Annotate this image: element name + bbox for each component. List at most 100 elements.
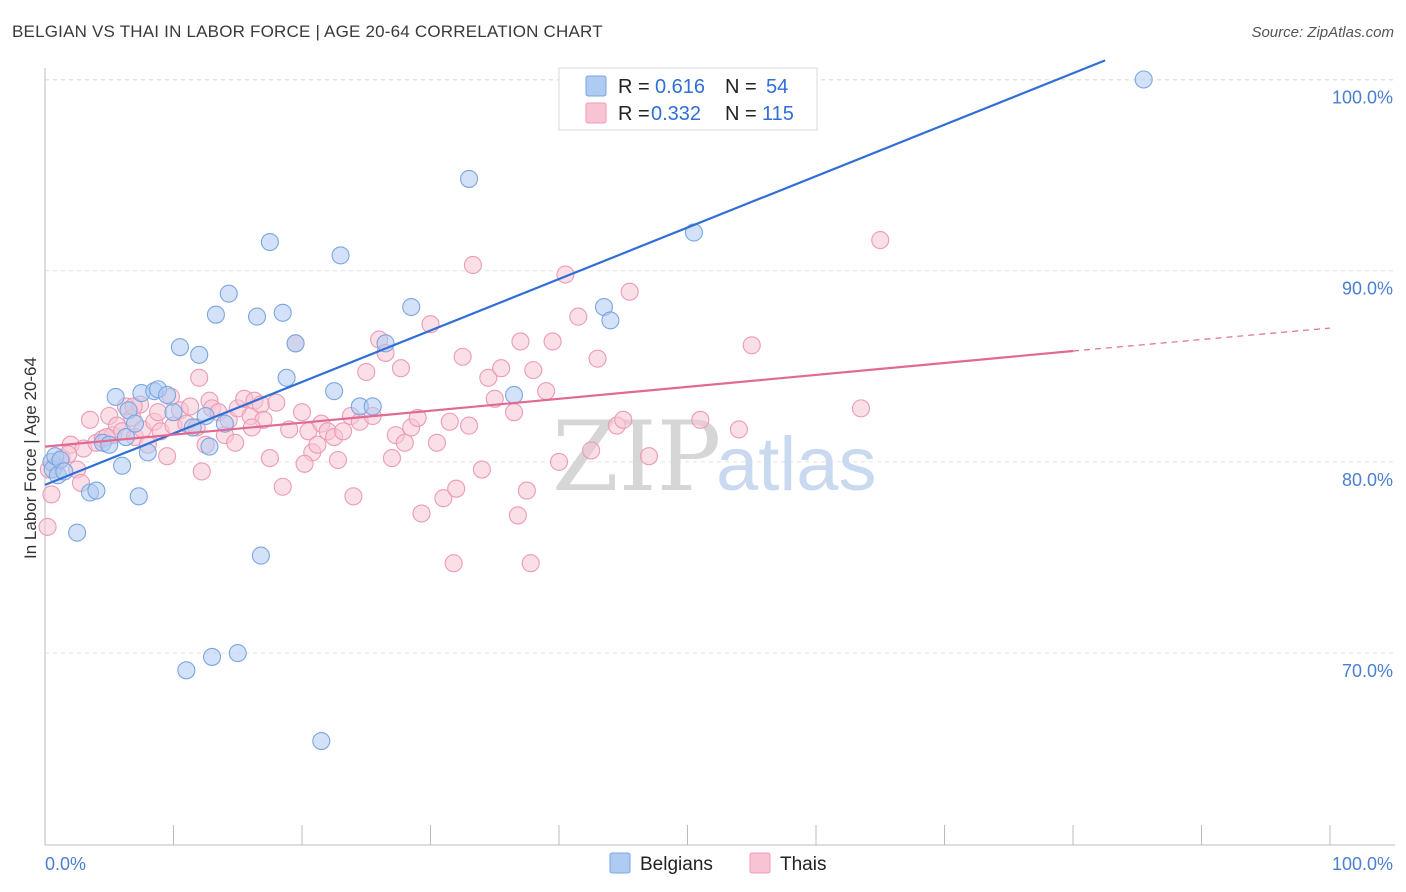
data-point-thais [492, 359, 511, 378]
grid-lines [45, 79, 1395, 654]
data-point-thais [226, 433, 245, 452]
data-point-thais [260, 449, 279, 468]
data-point-thais [517, 481, 536, 500]
data-point-belgians [203, 647, 222, 666]
data-point-thais [181, 397, 200, 416]
data-point-thais [42, 485, 61, 504]
chart-title: BELGIAN VS THAI IN LABOR FORCE | AGE 20-… [12, 22, 603, 41]
data-point-belgians [331, 246, 350, 265]
data-point-belgians [312, 732, 331, 751]
data-point-thais [871, 231, 890, 250]
data-point-thais [444, 554, 463, 573]
data-point-thais [543, 332, 562, 351]
axes [44, 68, 1395, 846]
data-point-belgians [228, 644, 247, 663]
y-tick-labels: 70.0% 80.0% 90.0% 100.0% [1332, 88, 1393, 682]
data-point-thais [508, 506, 527, 525]
data-point-belgians [170, 338, 189, 357]
data-point-thais [344, 487, 363, 506]
data-point-thais [524, 361, 543, 380]
bottom-legend: Belgians Thais [609, 852, 826, 875]
legend-n-label: N = [725, 103, 757, 125]
data-point-thais [459, 416, 479, 435]
data-point-belgians [273, 303, 292, 322]
data-point-thais [620, 282, 639, 301]
data-point-belgians [200, 437, 219, 456]
data-point-thais [504, 403, 524, 422]
data-point-thais [273, 477, 292, 496]
data-point-belgians [325, 382, 344, 401]
data-point-thais [382, 449, 402, 468]
legend-swatch-belgians [585, 75, 607, 97]
data-point-belgians [113, 456, 132, 475]
data-point-belgians [215, 414, 234, 433]
data-point-thais [308, 435, 327, 454]
legend-r-value: 0.332 [651, 103, 701, 125]
y-tick-label: 90.0% [1342, 279, 1393, 299]
data-point-thais [267, 393, 286, 412]
data-point-thais [149, 403, 168, 422]
data-point-belgians [129, 487, 148, 506]
bottom-legend-swatch-thais [749, 852, 771, 874]
data-point-thais [38, 517, 57, 536]
source-label: Source: ZipAtlas.com [1251, 24, 1394, 41]
trend-line-belgians [44, 59, 1106, 486]
data-point-thais [190, 368, 209, 387]
data-point-thais [357, 362, 376, 382]
data-point-belgians [206, 305, 225, 324]
data-point-thais [639, 447, 659, 466]
data-point-thais [158, 447, 177, 466]
legend-swatch-thais [585, 102, 607, 124]
data-point-thais [537, 382, 556, 401]
data-point-thais [521, 554, 540, 573]
data-point-thais [742, 336, 761, 355]
data-point-belgians [260, 232, 279, 252]
data-point-belgians [158, 385, 177, 405]
data-point-thais [614, 410, 633, 429]
data-point-belgians [363, 397, 382, 416]
trend-line-thais [44, 349, 1074, 448]
x-tick-label: 100.0% [1332, 854, 1393, 874]
data-point-thais [427, 433, 446, 452]
data-point-thais [434, 489, 453, 508]
y-tick-label: 70.0% [1342, 661, 1393, 681]
data-point-thais [691, 410, 710, 429]
trend-lines [44, 59, 1331, 486]
data-point-belgians [177, 661, 196, 680]
data-point-thais [395, 433, 414, 452]
data-point-belgians [402, 297, 421, 317]
data-point-belgians [247, 307, 267, 326]
data-point-belgians [87, 481, 106, 500]
legend-r-value: 0.616 [655, 76, 705, 98]
data-point-thais [408, 408, 427, 427]
data-point-thais [851, 399, 871, 418]
data-point-thais [440, 412, 459, 431]
data-point-thais [582, 441, 601, 460]
data-point-thais [479, 368, 498, 387]
data-point-thais [292, 403, 312, 422]
data-point-thais [412, 504, 431, 523]
legend-n-value: 115 [762, 103, 794, 125]
trend-line-extension-thais [1072, 327, 1331, 352]
data-point-belgians [219, 284, 238, 303]
data-point-thais [192, 462, 211, 481]
data-point-belgians [1134, 70, 1153, 89]
data-point-thais [588, 349, 607, 368]
watermark: ZIP atlas [552, 401, 877, 513]
bottom-legend-swatch-belgians [609, 852, 631, 874]
legend-n-label: N = [725, 76, 757, 98]
data-point-thais [729, 420, 748, 439]
data-point-belgians [164, 403, 183, 422]
x-tick-labels: 0.0% 100.0% [45, 854, 1393, 874]
data-point-belgians [116, 427, 136, 447]
data-point-thais [391, 359, 410, 378]
legend: R = 0.616 N = 54 R = 0.332 N = 115 [558, 67, 818, 131]
data-point-belgians [277, 368, 296, 387]
data-point-thais [549, 452, 569, 471]
data-point-belgians [504, 385, 524, 405]
bottom-legend-label-thais: Thais [780, 854, 826, 875]
data-point-thais [447, 479, 466, 498]
data-point-thais [485, 389, 504, 408]
data-point-belgians [100, 435, 119, 454]
